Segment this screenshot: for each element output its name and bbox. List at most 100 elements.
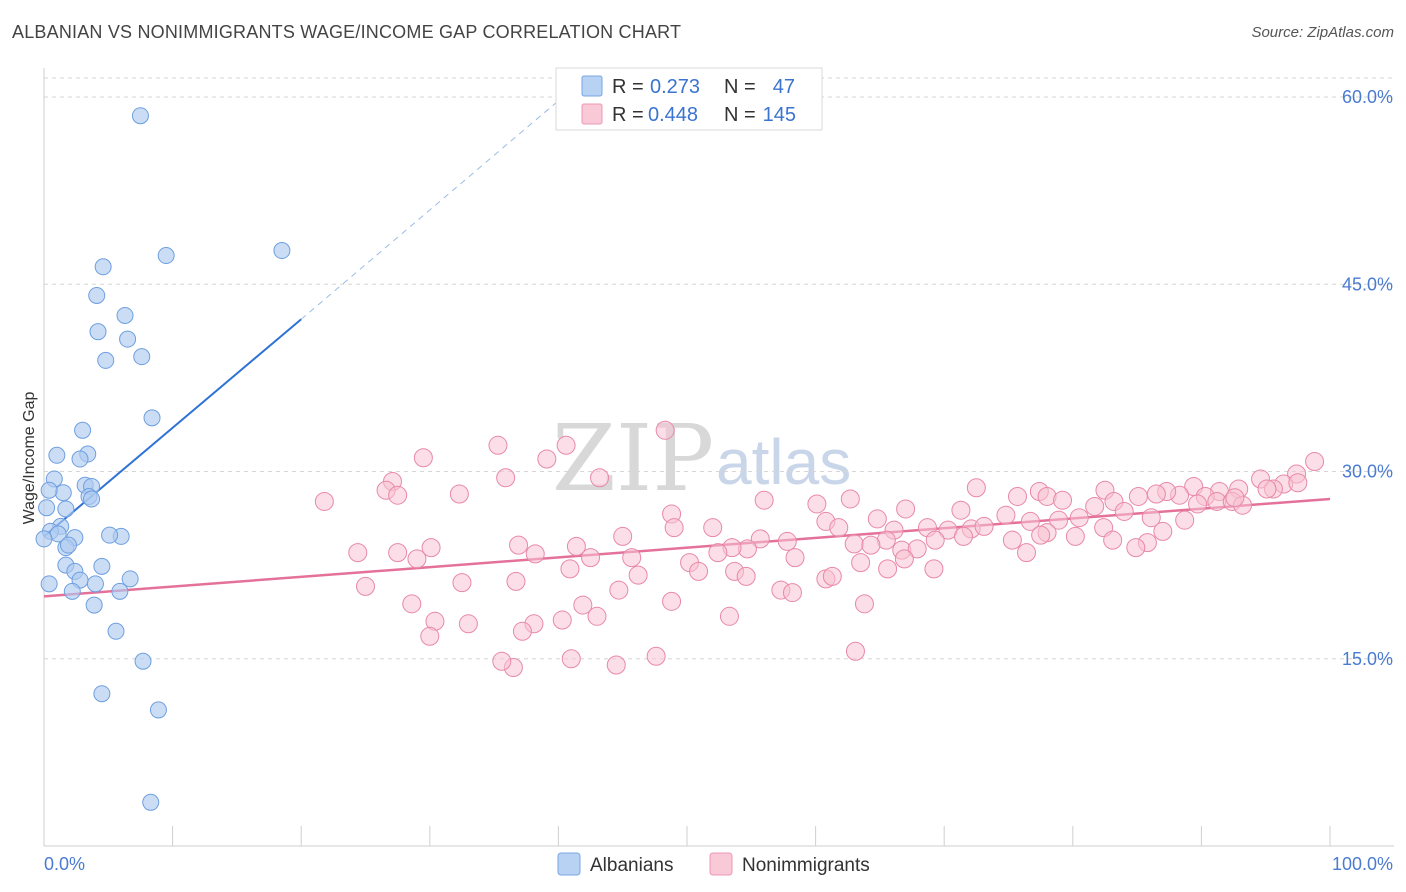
nonimmigrants-point: [1126, 538, 1146, 558]
legend-swatch-nonimmigrants: [581, 103, 603, 125]
nonimmigrants-point: [953, 526, 973, 546]
nonimmigrants-point: [458, 614, 478, 634]
y-tick-label: 30.0%: [1342, 462, 1393, 482]
albanians-point: [89, 323, 107, 341]
nonimmigrants-point: [556, 435, 576, 455]
nonimmigrants-point: [822, 566, 842, 586]
nonimmigrants-point: [1031, 525, 1051, 545]
nonimmigrants-point: [703, 518, 723, 538]
albanians-point: [157, 247, 175, 265]
nonimmigrants-point: [845, 641, 865, 661]
albanians-point: [59, 536, 77, 554]
albanians-point: [86, 575, 104, 593]
nonimmigrants-point: [622, 548, 642, 568]
legend-n-label-2: N =: [724, 104, 756, 126]
albanians-point: [121, 570, 139, 588]
nonimmigrants-point: [314, 491, 334, 511]
albanians-point: [143, 409, 161, 427]
nonimmigrants-point: [1153, 521, 1173, 541]
nonimmigrants-point: [1017, 543, 1037, 563]
albanians-point: [93, 685, 111, 703]
bottom-legend-albanians: Albanians: [590, 855, 673, 876]
legend-n-label-1: N =: [724, 76, 756, 98]
albanians-point: [273, 242, 291, 260]
nonimmigrants-point: [689, 561, 709, 581]
nonimmigrants-point: [1085, 496, 1105, 516]
nonimmigrants-point: [1049, 510, 1069, 530]
nonimmigrants-point: [844, 534, 864, 554]
nonimmigrants-point: [1146, 484, 1166, 504]
nonimmigrants-point: [1305, 452, 1325, 472]
source-label: Source: ZipAtlas.com: [1251, 24, 1394, 41]
nonimmigrants-point: [896, 499, 916, 519]
nonimmigrants-point: [807, 494, 827, 514]
nonimmigrants-point: [655, 420, 675, 440]
nonimmigrants-point: [785, 548, 805, 568]
nonimmigrants-point: [613, 526, 633, 546]
legend-swatch-albanians: [581, 75, 603, 97]
nonimmigrants-point: [878, 559, 898, 579]
nonimmigrants-point: [402, 594, 422, 614]
albanians-point: [93, 557, 111, 575]
nonimmigrants-point: [512, 621, 532, 641]
watermark-zip: ZIP: [552, 405, 714, 512]
nonimmigrants-point: [1175, 510, 1195, 530]
nonimmigrants-point: [413, 448, 433, 468]
nonimmigrants-point: [356, 576, 375, 596]
albanians-point: [107, 622, 125, 640]
y-tick-label: 60.0%: [1342, 87, 1393, 107]
nonimmigrants-point: [1225, 488, 1245, 508]
nonimmigrants-point: [449, 484, 469, 504]
nonimmigrants-point: [496, 468, 516, 488]
nonimmigrants-point: [388, 543, 408, 563]
nonimmigrants-point: [560, 559, 580, 579]
nonimmigrants-point: [662, 591, 682, 611]
nonimmigrants-point: [907, 539, 927, 559]
albanians-point: [111, 582, 129, 600]
albanians-point: [38, 499, 56, 517]
albanians-point: [94, 258, 112, 276]
nonimmigrants-point: [754, 490, 774, 510]
nonimmigrants-point: [1128, 486, 1148, 506]
albanians-point: [83, 490, 101, 508]
nonimmigrants-point: [581, 548, 601, 568]
nonimmigrants-point: [719, 606, 739, 626]
nonimmigrants-point: [646, 646, 666, 666]
nonimmigrants-point: [537, 449, 557, 469]
axes: [43, 68, 1394, 847]
nonimmigrants-point: [348, 543, 368, 563]
legend-n-value-1: 47: [773, 76, 795, 98]
albanians-point: [116, 306, 134, 324]
nonimmigrants-point: [561, 649, 581, 669]
nonimmigrants-point: [867, 509, 887, 529]
legend-r-label-1: R =: [612, 76, 644, 98]
y-tick-label: 15.0%: [1342, 649, 1393, 669]
nonimmigrants-point: [1020, 511, 1040, 531]
nonimmigrants-point: [606, 655, 626, 675]
nonimmigrants-point: [1002, 530, 1022, 550]
nonimmigrants-point: [587, 606, 607, 626]
bottom-legend-swatch-nonimmigrants: [709, 852, 733, 876]
nonimmigrants-point: [1114, 501, 1134, 521]
watermark-atlas: atlas: [716, 426, 851, 498]
albanians-point: [54, 484, 72, 502]
albanians-point: [97, 351, 115, 369]
nonimmigrants-point: [851, 553, 871, 573]
bottom-legend-swatch-albanians: [557, 852, 581, 876]
nonimmigrants-point: [590, 468, 610, 488]
nonimmigrants-point: [407, 549, 427, 569]
nonimmigrants-point: [525, 544, 545, 564]
albanians-point: [35, 530, 53, 548]
albanians-trend-extension: [300, 100, 559, 320]
legend-r-value-2: 0.448: [648, 104, 698, 126]
nonimmigrants-point: [1188, 494, 1208, 514]
albanians-point: [85, 596, 103, 614]
nonimmigrants-point: [1069, 508, 1089, 528]
nonimmigrants-point: [782, 583, 802, 603]
nonimmigrants-point: [573, 595, 593, 615]
nonimmigrants-point: [509, 535, 529, 555]
albanians-point: [71, 450, 89, 468]
albanians-point: [119, 330, 137, 348]
albanians-point: [134, 652, 152, 670]
y-axis-title: Wage/Income Gap: [21, 392, 38, 525]
